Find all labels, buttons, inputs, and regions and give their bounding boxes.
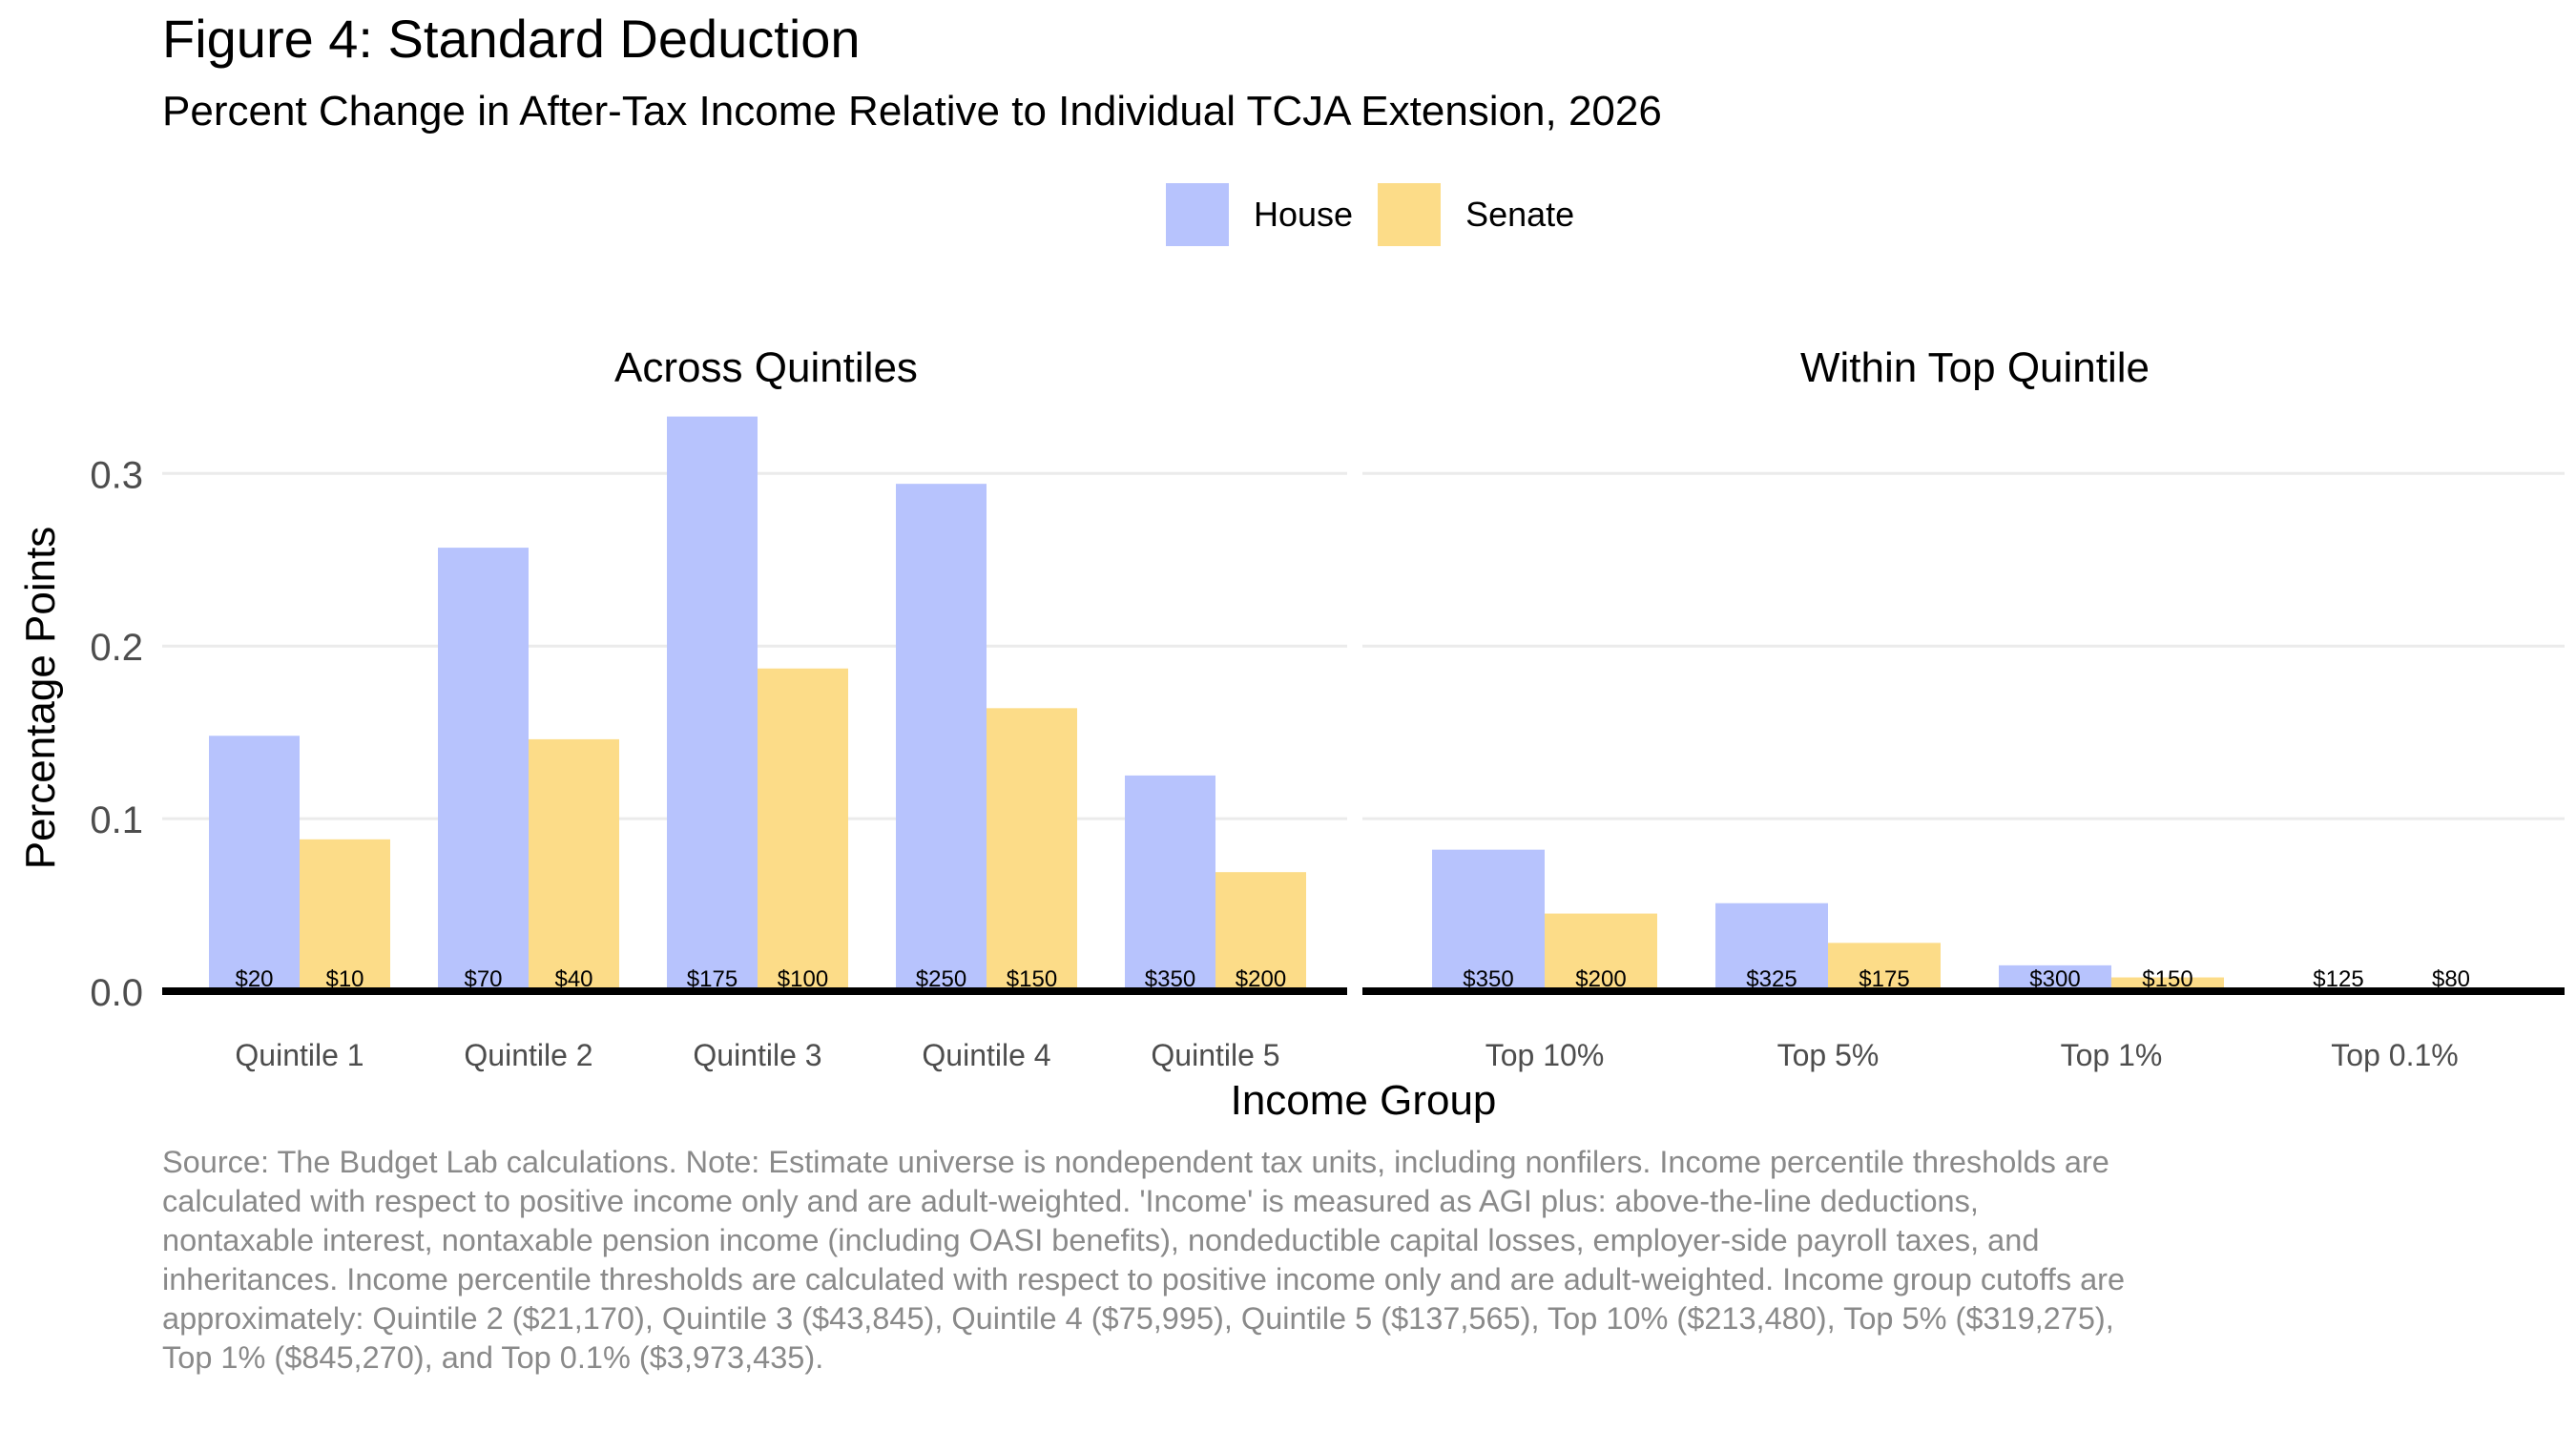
x-tick-label-p0-1: Quintile 2 [464,1038,592,1072]
y-tick-label-0: 0.0 [90,972,143,1014]
bar-house-p0-1 [438,548,529,991]
y-tick-label-1: 0.1 [90,799,143,841]
x-tick-label-p0-0: Quintile 1 [235,1038,364,1072]
legend-label-senate: Senate [1465,195,1575,234]
y-tick-label-2: 0.2 [90,627,143,669]
legend-label-house: House [1254,195,1354,234]
x-axis-label: Income Group [1231,1077,1497,1124]
chart-title: Figure 4: Standard Deduction [162,9,861,69]
bar-house-p0-0 [209,736,300,991]
bar-house-p1-0 [1432,849,1545,991]
panel-title-1: Within Top Quintile [1800,344,2150,391]
x-tick-label-p1-2: Top 1% [2061,1038,2163,1072]
chart-subtitle: Percent Change in After-Tax Income Relat… [162,88,1662,135]
bar-senate-p0-3 [987,708,1077,991]
bar-house-p0-3 [896,484,987,991]
x-tick-label-p0-2: Quintile 3 [693,1038,821,1072]
legend-item-house: House [1166,183,1353,246]
source-note: Source: The Budget Lab calculations. Not… [162,1145,2126,1375]
panel-title-0: Across Quintiles [614,344,918,391]
bar-house-p0-4 [1125,775,1215,991]
legend-item-senate: Senate [1378,183,1574,246]
x-tick-label-p0-4: Quintile 5 [1151,1038,1279,1072]
x-tick-label-p0-3: Quintile 4 [922,1038,1050,1072]
bar-house-p1-2 [1999,964,2111,991]
legend-swatch-senate [1378,183,1442,246]
bar-senate-p1-1 [1828,943,1941,991]
y-axis-label: Percentage Points [17,527,64,870]
bar-senate-p0-1 [529,738,619,991]
bar-senate-p0-2 [758,668,848,991]
bar-house-p0-2 [667,416,758,991]
bar-senate-p0-4 [1215,872,1306,991]
x-tick-label-p1-1: Top 5% [1777,1038,1880,1072]
bar-senate-p1-0 [1545,913,1657,991]
bar-senate-p0-0 [300,839,390,991]
legend: House Senate [1166,183,1599,246]
y-tick-label-3: 0.3 [90,454,143,496]
bar-house-p1-1 [1715,902,1828,991]
legend-swatch-house [1166,183,1229,246]
x-tick-label-p1-3: Top 0.1% [2331,1038,2458,1072]
x-tick-label-p1-0: Top 10% [1485,1038,1605,1072]
